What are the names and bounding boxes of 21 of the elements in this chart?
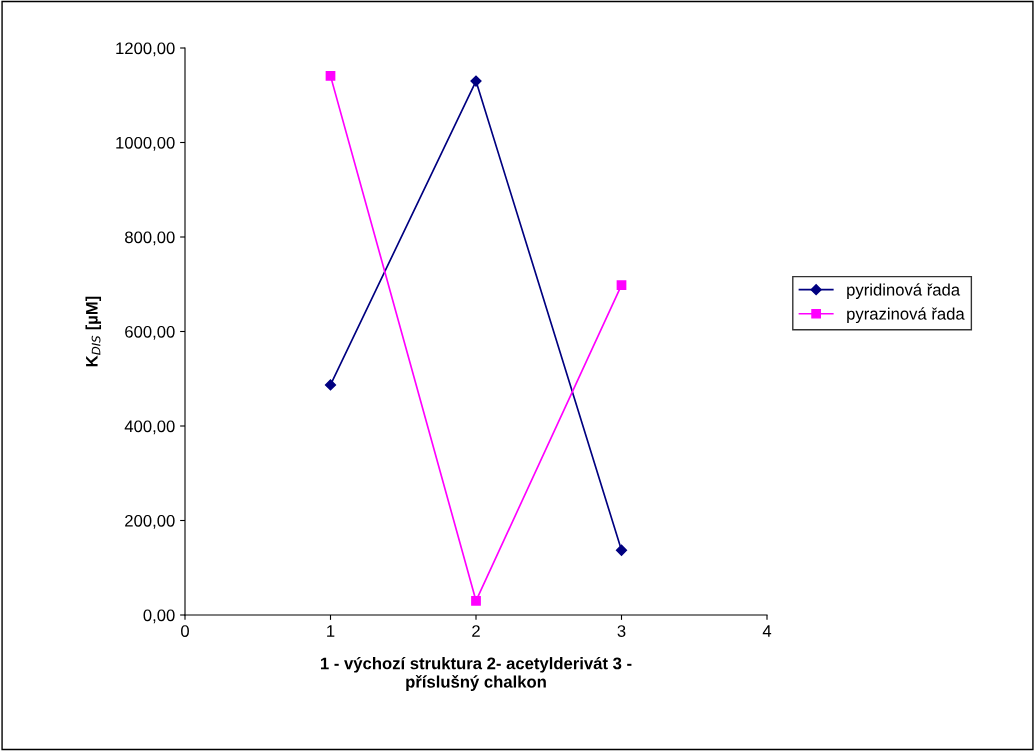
y-tick-label: 800,00 [125,231,175,246]
legend-label: pyridinová řada [847,283,961,299]
y-axis-title: K$_{DIS}$ [µM] [85,296,102,367]
y-tick-label: 600,00 [125,325,175,340]
x-tick-label: 3 [617,625,626,637]
y-tick-label: 1000,00 [116,136,175,151]
point [616,280,627,291]
y-tick-label: 1200,00 [116,42,175,57]
point [325,71,336,81]
x-tick-label: 0 [181,625,189,637]
x-tick-label: 1 [327,625,335,637]
legend-label: pyrazinová řada [847,307,965,324]
point [324,379,337,391]
point [471,595,481,606]
y-tick-label: 0,00 [143,609,175,624]
x-axis-title: 1 - výchozí struktura 2- acetylderivát 3 - příslušný chalkon [320,656,632,691]
x-tick-label: 4 [762,625,772,637]
y-tick-label: 200,00 [125,514,175,529]
point [615,544,628,556]
x-tick-label: 2 [472,625,480,637]
y-tick-label: 400,00 [124,420,175,435]
